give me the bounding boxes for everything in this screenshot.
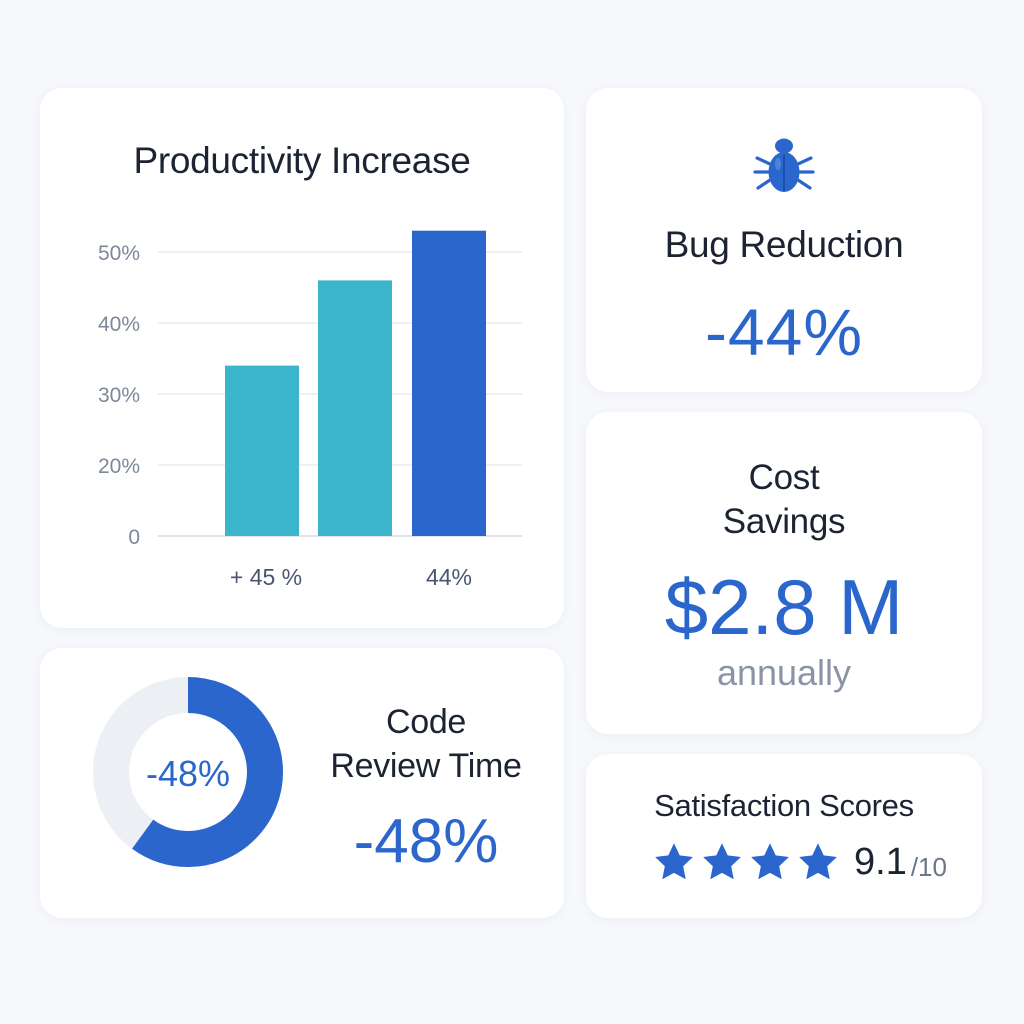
bug-reduction-value: -44% xyxy=(704,295,864,369)
bug-icon xyxy=(753,138,815,192)
y-tick-label: 20% xyxy=(98,455,140,478)
bar xyxy=(318,280,392,536)
donut-progress-arc xyxy=(93,677,283,867)
bar xyxy=(225,365,299,536)
productivity-bar-chart: 0 20% 30% 40% 50% + 45 % 44% xyxy=(98,230,522,590)
y-tick-label: 50% xyxy=(98,242,140,265)
satisfaction-rating: 9.1 /10 xyxy=(652,840,947,884)
cost-savings-title: Cost Savings xyxy=(586,456,982,544)
productivity-title: Productivity Increase xyxy=(133,140,471,181)
star-icon xyxy=(799,843,837,880)
star-icon xyxy=(655,843,693,880)
y-tick-label: 40% xyxy=(98,313,140,336)
cost-savings-title-line1: Cost xyxy=(748,458,820,497)
cost-savings-period: annually xyxy=(716,652,852,693)
code-review-title-line1: Code xyxy=(385,703,467,741)
code-review-value: -48% xyxy=(353,807,499,876)
code-review-title: Code Review Time xyxy=(298,700,554,788)
code-review-title-line2: Review Time xyxy=(330,747,522,785)
satisfaction-score: 9.1 xyxy=(854,840,907,883)
star-icon xyxy=(751,843,789,880)
bug-reduction-title: Bug Reduction xyxy=(664,224,904,265)
satisfaction-title: Satisfaction Scores xyxy=(654,788,914,823)
star-icon xyxy=(703,843,741,880)
y-tick-label: 0 xyxy=(128,526,140,549)
code-review-donut xyxy=(93,677,283,867)
cost-savings-card: Cost Savings $2.8 M annually xyxy=(586,412,982,734)
cost-savings-value: $2.8 M xyxy=(664,563,904,651)
bar-data-label: 44% xyxy=(426,564,472,590)
bar xyxy=(412,230,486,536)
star-rating xyxy=(652,840,840,884)
cost-savings-title-line2: Savings xyxy=(722,502,846,541)
productivity-card: Productivity Increase 0 20% 30% 40% 50% + 45 … xyxy=(40,88,564,628)
donut-center-label: -48% xyxy=(145,753,231,794)
code-review-card: -48% Code Review Time -48% xyxy=(40,648,564,918)
bar-data-label: + 45 % xyxy=(230,564,302,590)
bug-reduction-card: Bug Reduction -44% xyxy=(586,88,982,392)
y-tick-label: 30% xyxy=(98,384,140,407)
satisfaction-card: Satisfaction Scores 9.1 /10 xyxy=(586,754,982,918)
satisfaction-max: /10 xyxy=(910,851,947,882)
